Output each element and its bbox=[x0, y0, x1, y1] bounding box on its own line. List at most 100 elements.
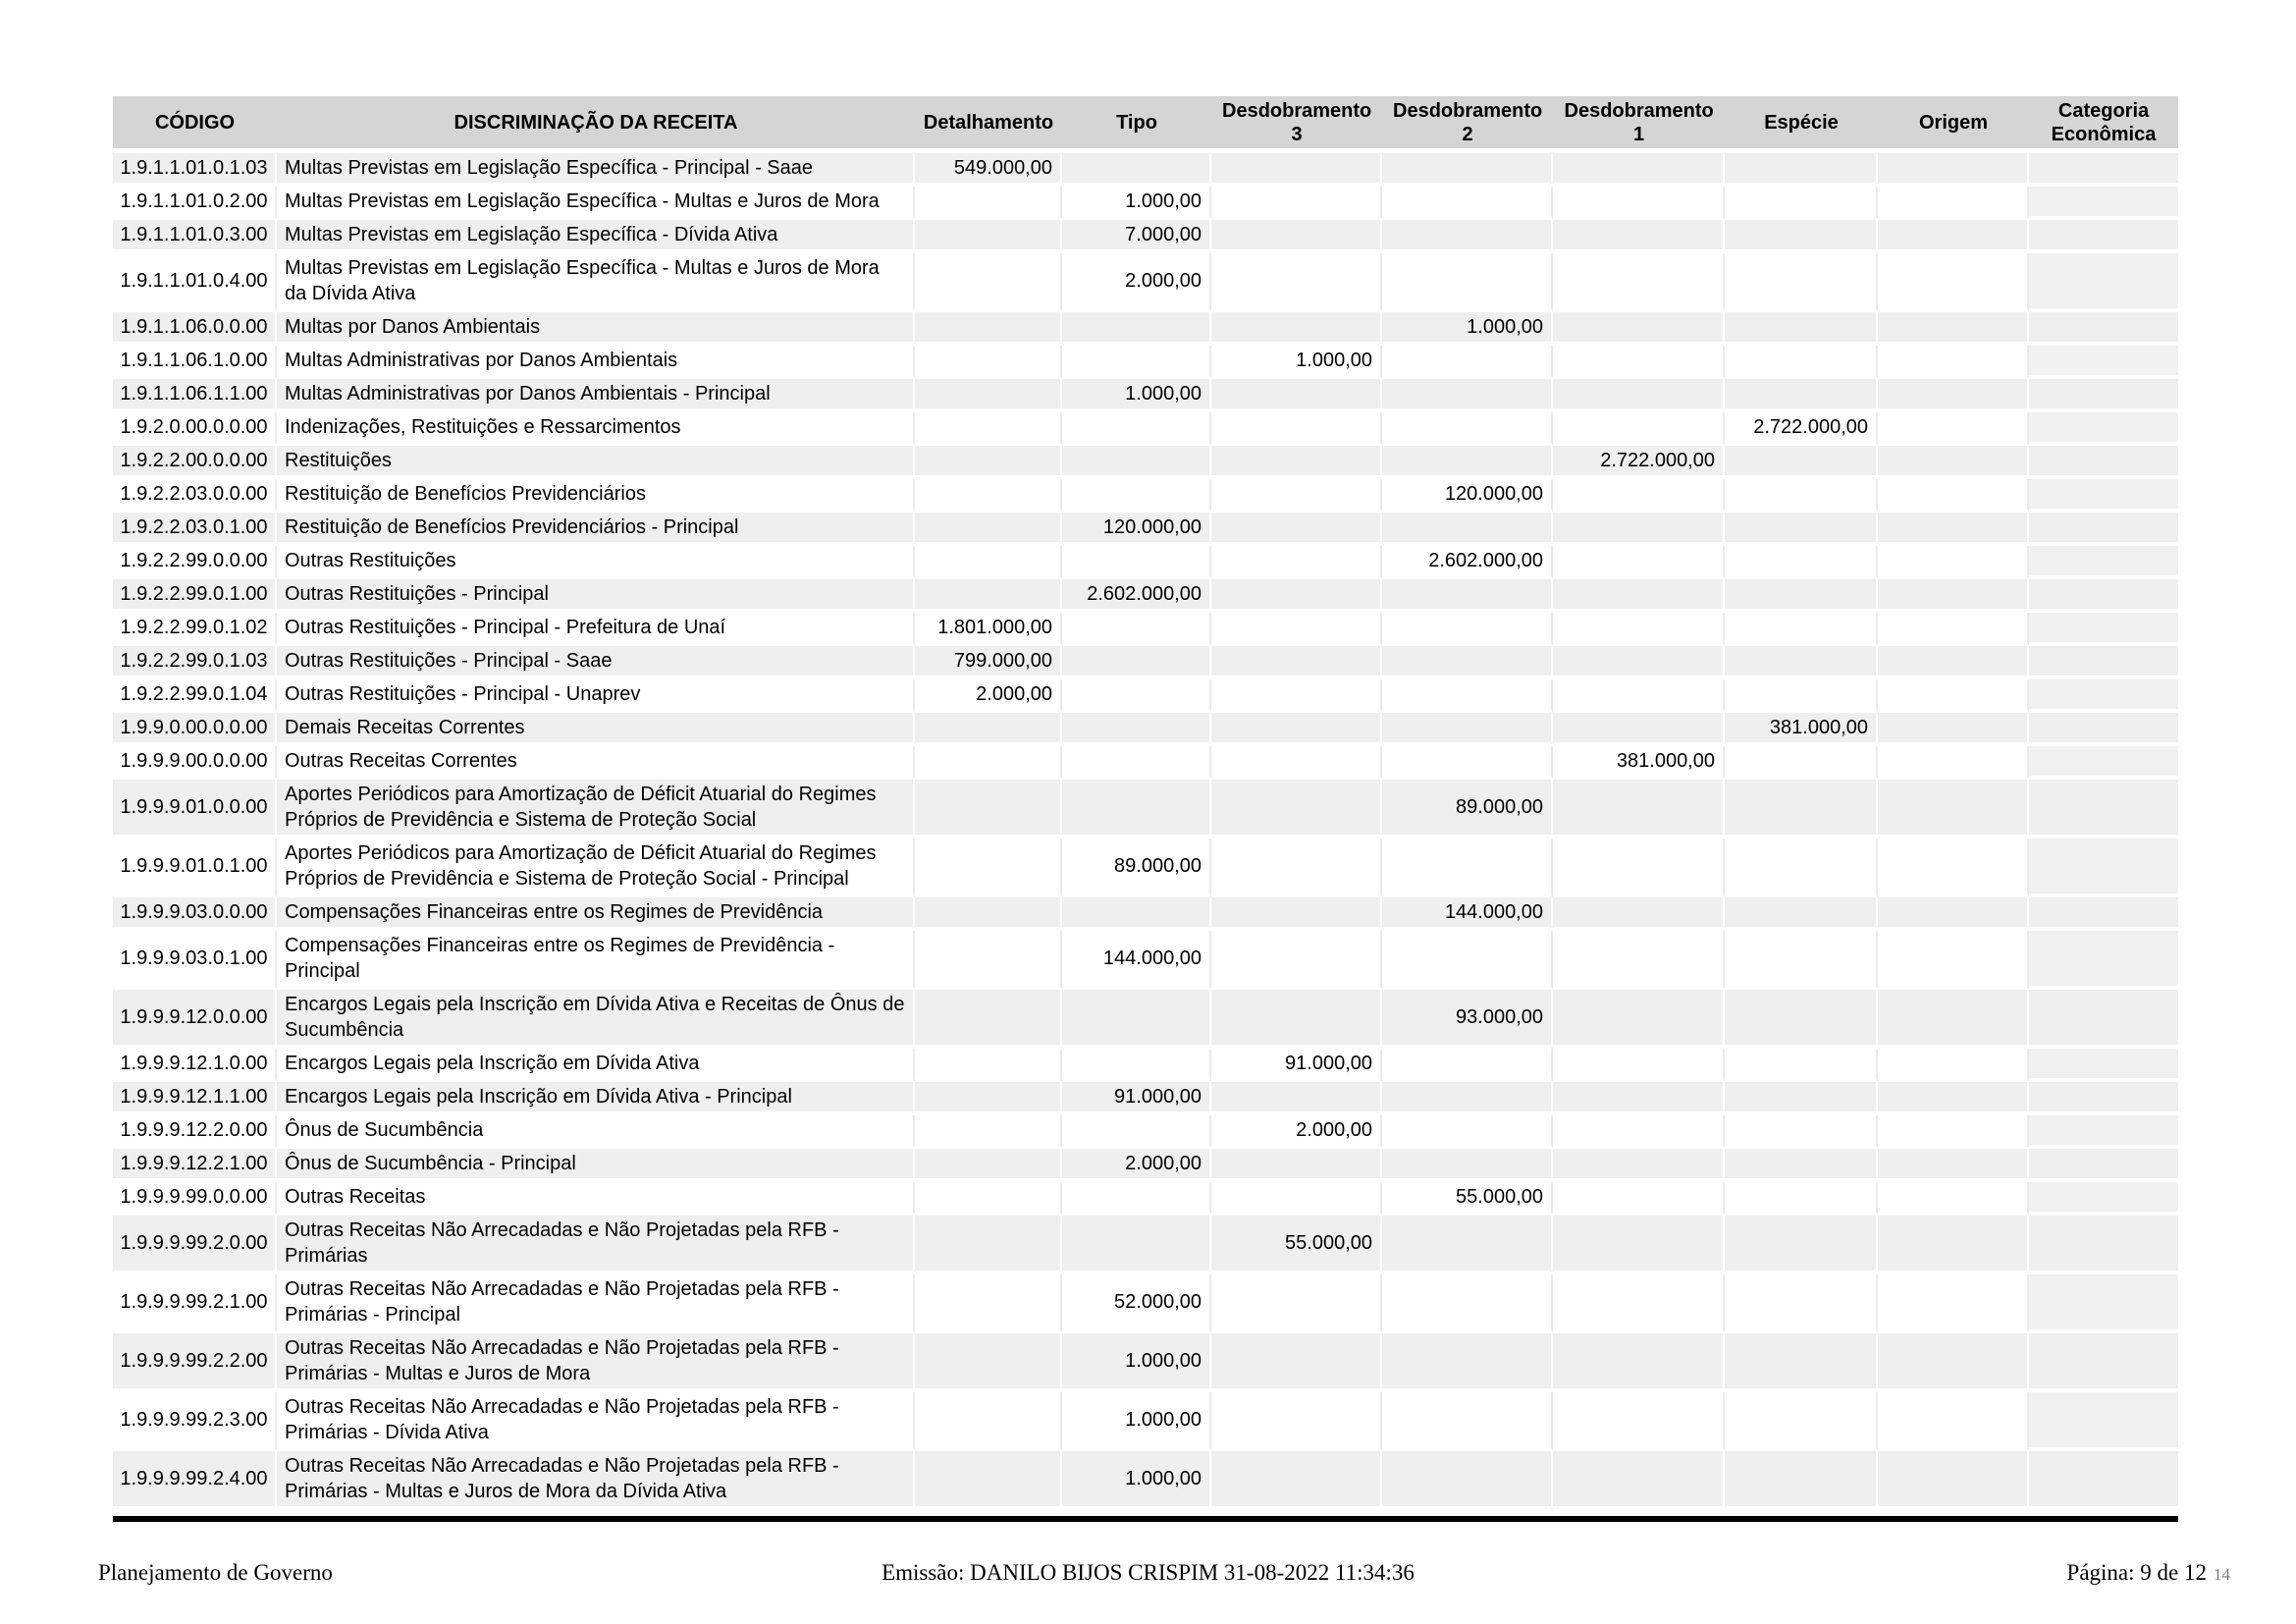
categoria-economica-cell bbox=[2029, 990, 2178, 1049]
tipo-cell bbox=[1062, 153, 1211, 187]
detalhamento-cell bbox=[915, 346, 1062, 379]
desdobramento-2-cell: 2.602.000,00 bbox=[1382, 546, 1553, 579]
description-cell: Compensações Financeiras entre os Regime… bbox=[277, 931, 915, 990]
desdobramento-2-cell bbox=[1382, 1274, 1553, 1333]
detalhamento-cell bbox=[915, 1082, 1062, 1115]
origem-cell bbox=[1878, 839, 2029, 897]
desdobramento-3-cell bbox=[1211, 579, 1382, 613]
desdobramento-3-cell bbox=[1211, 780, 1382, 839]
categoria-economica-cell bbox=[2029, 1451, 2178, 1510]
desdobramento-3-cell bbox=[1211, 931, 1382, 990]
table-row: 1.9.2.2.99.0.1.04 Outras Restituições - P… bbox=[113, 679, 2178, 713]
desdobramento-1-cell bbox=[1553, 1216, 1725, 1274]
categoria-economica-cell bbox=[2029, 839, 2178, 897]
code-cell: 1.9.2.2.03.0.0.00 bbox=[113, 479, 277, 513]
table-row: 1.9.2.2.00.0.0.00 Restituições 2.722.000,0… bbox=[113, 446, 2178, 479]
tipo-cell: 2.602.000,00 bbox=[1062, 579, 1211, 613]
tipo-cell bbox=[1062, 546, 1211, 579]
desdobramento-1-cell bbox=[1553, 346, 1725, 379]
desdobramento-1-cell bbox=[1553, 679, 1725, 713]
desdobramento-1-cell bbox=[1553, 187, 1725, 220]
desdobramento-2-cell: 1.000,00 bbox=[1382, 312, 1553, 346]
desdobramento-1-cell bbox=[1553, 579, 1725, 613]
origem-cell bbox=[1878, 253, 2029, 312]
detalhamento-cell bbox=[915, 1115, 1062, 1149]
desdobramento-2-cell bbox=[1382, 346, 1553, 379]
desdobramento-1-cell bbox=[1553, 839, 1725, 897]
code-cell: 1.9.2.2.99.0.1.00 bbox=[113, 579, 277, 613]
tipo-cell: 52.000,00 bbox=[1062, 1274, 1211, 1333]
detalhamento-cell bbox=[915, 446, 1062, 479]
origem-cell bbox=[1878, 679, 2029, 713]
desdobramento-2-cell bbox=[1382, 253, 1553, 312]
especie-cell bbox=[1725, 546, 1878, 579]
categoria-economica-cell bbox=[2029, 1392, 2178, 1451]
detalhamento-cell bbox=[915, 990, 1062, 1049]
desdobramento-2-cell bbox=[1382, 513, 1553, 546]
description-cell: Outras Restituições - Principal bbox=[277, 579, 915, 613]
especie-cell bbox=[1725, 1049, 1878, 1082]
detalhamento-cell bbox=[915, 1182, 1062, 1216]
origem-cell bbox=[1878, 1115, 2029, 1149]
code-cell: 1.9.9.9.99.0.0.00 bbox=[113, 1182, 277, 1216]
table-row: 1.9.9.9.99.2.2.00 Outras Receitas Não Arr… bbox=[113, 1333, 2178, 1392]
tipo-cell bbox=[1062, 613, 1211, 646]
especie-cell bbox=[1725, 513, 1878, 546]
origem-cell bbox=[1878, 1333, 2029, 1392]
desdobramento-3-cell bbox=[1211, 1274, 1382, 1333]
code-cell: 1.9.9.9.03.0.0.00 bbox=[113, 897, 277, 931]
code-cell: 1.9.9.9.99.2.2.00 bbox=[113, 1333, 277, 1392]
origem-cell bbox=[1878, 312, 2029, 346]
column-header-origem: Origem bbox=[1878, 96, 2029, 153]
desdobramento-2-cell: 89.000,00 bbox=[1382, 780, 1553, 839]
code-cell: 1.9.9.9.99.2.0.00 bbox=[113, 1216, 277, 1274]
categoria-economica-cell bbox=[2029, 897, 2178, 931]
desdobramento-3-cell: 91.000,00 bbox=[1211, 1049, 1382, 1082]
origem-cell bbox=[1878, 1049, 2029, 1082]
especie-cell bbox=[1725, 1149, 1878, 1182]
description-cell: Outras Receitas bbox=[277, 1182, 915, 1216]
desdobramento-2-cell bbox=[1382, 579, 1553, 613]
description-cell: Multas Previstas em Legislação Específic… bbox=[277, 253, 915, 312]
origem-cell bbox=[1878, 579, 2029, 613]
desdobramento-3-cell bbox=[1211, 446, 1382, 479]
desdobramento-2-cell: 120.000,00 bbox=[1382, 479, 1553, 513]
origem-cell bbox=[1878, 713, 2029, 746]
categoria-economica-cell bbox=[2029, 446, 2178, 479]
desdobramento-1-cell bbox=[1553, 990, 1725, 1049]
table-row: 1.9.9.9.01.0.1.00 Aportes Periódicos para… bbox=[113, 839, 2178, 897]
especie-cell bbox=[1725, 1333, 1878, 1392]
tipo-cell: 2.000,00 bbox=[1062, 253, 1211, 312]
desdobramento-1-cell bbox=[1553, 1451, 1725, 1510]
code-cell: 1.9.9.9.12.1.1.00 bbox=[113, 1082, 277, 1115]
desdobramento-3-cell bbox=[1211, 1149, 1382, 1182]
detalhamento-cell bbox=[915, 931, 1062, 990]
desdobramento-2-cell bbox=[1382, 412, 1553, 446]
table-row: 1.9.2.2.99.0.1.03 Outras Restituições - P… bbox=[113, 646, 2178, 679]
description-cell: Encargos Legais pela Inscrição em Dívida… bbox=[277, 1049, 915, 1082]
description-cell: Encargos Legais pela Inscrição em Dívida… bbox=[277, 1082, 915, 1115]
tipo-cell bbox=[1062, 990, 1211, 1049]
origem-cell bbox=[1878, 153, 2029, 187]
tipo-cell bbox=[1062, 713, 1211, 746]
code-cell: 1.9.9.9.12.0.0.00 bbox=[113, 990, 277, 1049]
desdobramento-2-cell bbox=[1382, 1333, 1553, 1392]
especie-cell bbox=[1725, 780, 1878, 839]
especie-cell bbox=[1725, 1182, 1878, 1216]
origem-cell bbox=[1878, 546, 2029, 579]
revenue-table: CÓDIGO DISCRIMINAÇÃO DA RECEITA Detalham… bbox=[113, 96, 2178, 1510]
table-row: 1.9.9.9.03.0.1.00 Compensações Financeira… bbox=[113, 931, 2178, 990]
desdobramento-3-cell bbox=[1211, 412, 1382, 446]
desdobramento-1-cell bbox=[1553, 1115, 1725, 1149]
description-cell: Outras Receitas Não Arrecadadas e Não Pr… bbox=[277, 1216, 915, 1274]
tipo-cell bbox=[1062, 646, 1211, 679]
desdobramento-3-cell bbox=[1211, 187, 1382, 220]
description-cell: Multas Administrativas por Danos Ambient… bbox=[277, 346, 915, 379]
especie-cell bbox=[1725, 679, 1878, 713]
code-cell: 1.9.9.9.00.0.0.00 bbox=[113, 746, 277, 780]
code-cell: 1.9.9.9.99.2.1.00 bbox=[113, 1274, 277, 1333]
code-cell: 1.9.1.1.06.1.0.00 bbox=[113, 346, 277, 379]
desdobramento-3-cell: 55.000,00 bbox=[1211, 1216, 1382, 1274]
origem-cell bbox=[1878, 379, 2029, 412]
